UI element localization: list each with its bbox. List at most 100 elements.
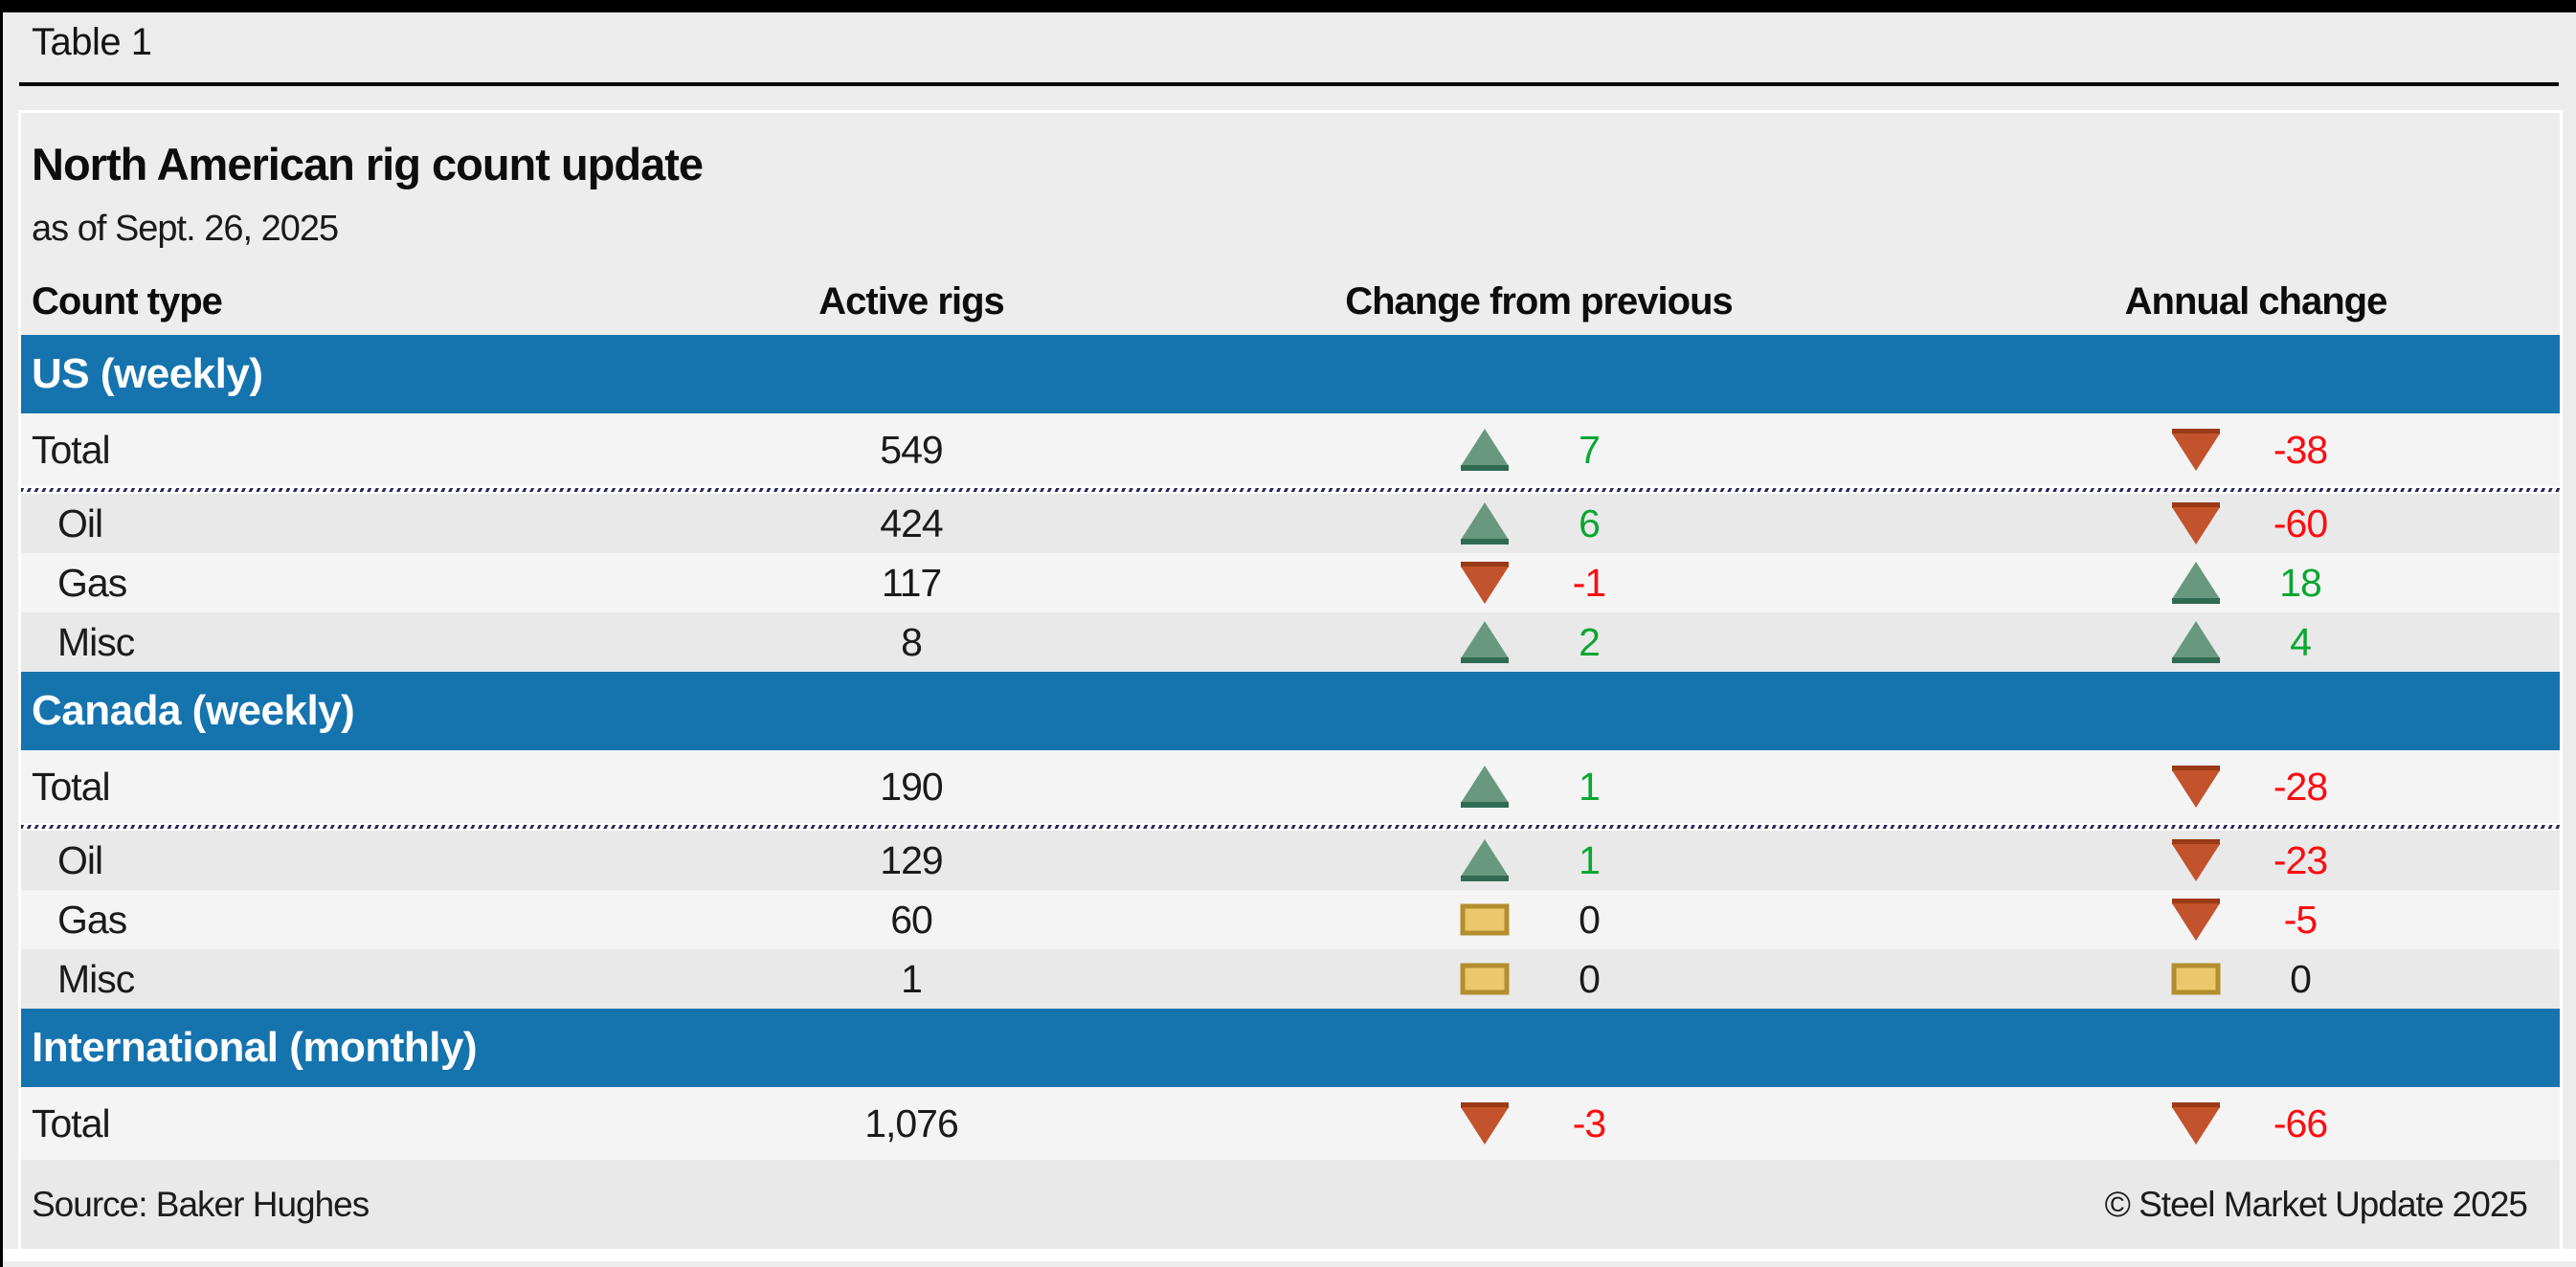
flat-dash-icon bbox=[2170, 957, 2222, 1001]
row-label: Misc bbox=[57, 619, 135, 664]
active-rigs-value: 8 bbox=[901, 619, 923, 664]
active-rigs-value: 129 bbox=[880, 837, 943, 882]
annual-cell: -38 bbox=[1875, 428, 2560, 473]
section-header: Canada (weekly) bbox=[21, 672, 2560, 750]
row-label: Gas bbox=[57, 897, 127, 942]
tab-divider-rule bbox=[19, 82, 2559, 86]
annual-cell: 0 bbox=[1875, 957, 2560, 1002]
flat-dash-icon bbox=[1459, 898, 1511, 942]
window-top-black-bar bbox=[0, 0, 2576, 12]
table-footer: Source: Baker Hughes © Steel Market Upda… bbox=[21, 1160, 2560, 1249]
down-triangle-icon bbox=[1459, 1101, 1511, 1145]
annual-cell: -28 bbox=[1875, 765, 2560, 810]
section-header: US (weekly) bbox=[21, 335, 2560, 413]
active-rigs-value: 1 bbox=[901, 956, 923, 1001]
annual-cell: 4 bbox=[1875, 620, 2560, 665]
column-header-count-type: Count type bbox=[32, 280, 223, 322]
flat-dash-icon bbox=[1459, 957, 1511, 1001]
prev-cell: 2 bbox=[1237, 620, 1875, 665]
row-label: Oil bbox=[57, 837, 103, 882]
change-previous-value: 1 bbox=[1579, 764, 1601, 809]
annual-cell: -23 bbox=[1875, 838, 2560, 883]
active-rigs-value: 190 bbox=[880, 764, 943, 809]
prev-cell: -1 bbox=[1237, 561, 1875, 606]
table-row: Total 190 1 -28 bbox=[21, 750, 2560, 823]
row-label: Oil bbox=[57, 500, 103, 545]
down-triangle-icon bbox=[1459, 561, 1511, 605]
row-label: Misc bbox=[57, 956, 135, 1001]
table-row: Misc 1 0 0 bbox=[21, 949, 2560, 1009]
row-label: Total bbox=[32, 764, 111, 809]
change-previous-value: 1 bbox=[1579, 837, 1601, 882]
page-title: North American rig count update bbox=[32, 139, 704, 189]
copyright-note: © Steel Market Update 2025 bbox=[2104, 1184, 2528, 1224]
down-triangle-icon bbox=[2170, 428, 2222, 472]
table-row: Gas 117 -1 18 bbox=[21, 553, 2560, 612]
change-previous-value: -1 bbox=[1572, 560, 1606, 605]
up-triangle-icon bbox=[2170, 620, 2222, 664]
change-previous-value: 0 bbox=[1579, 897, 1601, 942]
down-triangle-icon bbox=[2170, 765, 2222, 809]
annual-change-value: -66 bbox=[2273, 1100, 2328, 1145]
prev-cell: -3 bbox=[1237, 1101, 1875, 1146]
table-tab-label: Table 1 bbox=[32, 21, 152, 63]
annual-change-value: -23 bbox=[2273, 837, 2328, 882]
prev-cell: 1 bbox=[1237, 838, 1875, 883]
down-triangle-icon bbox=[2170, 501, 2222, 545]
section-header: International (monthly) bbox=[21, 1009, 2560, 1087]
up-triangle-icon bbox=[1459, 838, 1511, 882]
prev-cell: 6 bbox=[1237, 501, 1875, 546]
table-row: Oil 424 6 -60 bbox=[21, 494, 2560, 553]
prev-cell: 0 bbox=[1237, 957, 1875, 1002]
column-header-active-rigs: Active rigs bbox=[818, 280, 1005, 322]
up-triangle-icon bbox=[2170, 561, 2222, 605]
total-dashed-separator bbox=[21, 486, 2560, 494]
page-subtitle: as of Sept. 26, 2025 bbox=[32, 209, 339, 249]
down-triangle-icon bbox=[2170, 838, 2222, 882]
column-header-annual-change: Annual change bbox=[2124, 280, 2388, 322]
table-row: Gas 60 0 -5 bbox=[21, 890, 2560, 949]
change-previous-value: 2 bbox=[1579, 619, 1601, 664]
up-triangle-icon bbox=[1459, 428, 1511, 472]
active-rigs-value: 1,076 bbox=[864, 1100, 959, 1145]
table-row: Oil 129 1 -23 bbox=[21, 831, 2560, 890]
bottom-white-strip bbox=[3, 1249, 2576, 1261]
table-row: Total 549 7 -38 bbox=[21, 413, 2560, 486]
row-label: Total bbox=[32, 427, 111, 472]
annual-change-value: -5 bbox=[2283, 897, 2318, 942]
annual-change-value: -60 bbox=[2273, 500, 2328, 545]
dashed-hatch-pattern bbox=[21, 488, 2560, 492]
prev-cell: 1 bbox=[1237, 765, 1875, 810]
change-previous-value: 6 bbox=[1579, 500, 1601, 545]
dashed-hatch-pattern bbox=[21, 825, 2560, 829]
source-note: Source: Baker Hughes bbox=[32, 1184, 370, 1224]
row-label: Total bbox=[32, 1100, 111, 1145]
window-left-black-border bbox=[0, 0, 3, 1267]
annual-cell: 18 bbox=[1875, 561, 2560, 606]
prev-cell: 7 bbox=[1237, 428, 1875, 473]
annual-cell: -5 bbox=[1875, 898, 2560, 943]
active-rigs-value: 117 bbox=[881, 560, 942, 605]
annual-cell: -60 bbox=[1875, 501, 2560, 546]
active-rigs-value: 549 bbox=[880, 427, 943, 472]
annual-cell: -66 bbox=[1875, 1101, 2560, 1146]
table-row: Misc 8 2 4 bbox=[21, 612, 2560, 672]
annual-change-value: -38 bbox=[2273, 427, 2328, 472]
change-previous-value: 0 bbox=[1579, 956, 1601, 1001]
up-triangle-icon bbox=[1459, 501, 1511, 545]
rig-count-table-card: North American rig count update as of Se… bbox=[18, 110, 2563, 1252]
down-triangle-icon bbox=[2170, 898, 2222, 942]
annual-change-value: -28 bbox=[2273, 764, 2328, 809]
annual-change-value: 18 bbox=[2279, 560, 2322, 605]
prev-cell: 0 bbox=[1237, 898, 1875, 943]
active-rigs-value: 60 bbox=[890, 897, 933, 942]
annual-change-value: 4 bbox=[2290, 619, 2312, 664]
table-row: Total 1,076 -3 -66 bbox=[21, 1087, 2560, 1160]
column-header-row: Count type Active rigs Change from previ… bbox=[21, 251, 2560, 335]
change-previous-value: -3 bbox=[1572, 1100, 1606, 1145]
active-rigs-value: 424 bbox=[880, 500, 943, 545]
row-label: Gas bbox=[57, 560, 127, 605]
change-previous-value: 7 bbox=[1579, 427, 1601, 472]
up-triangle-icon bbox=[1459, 765, 1511, 809]
